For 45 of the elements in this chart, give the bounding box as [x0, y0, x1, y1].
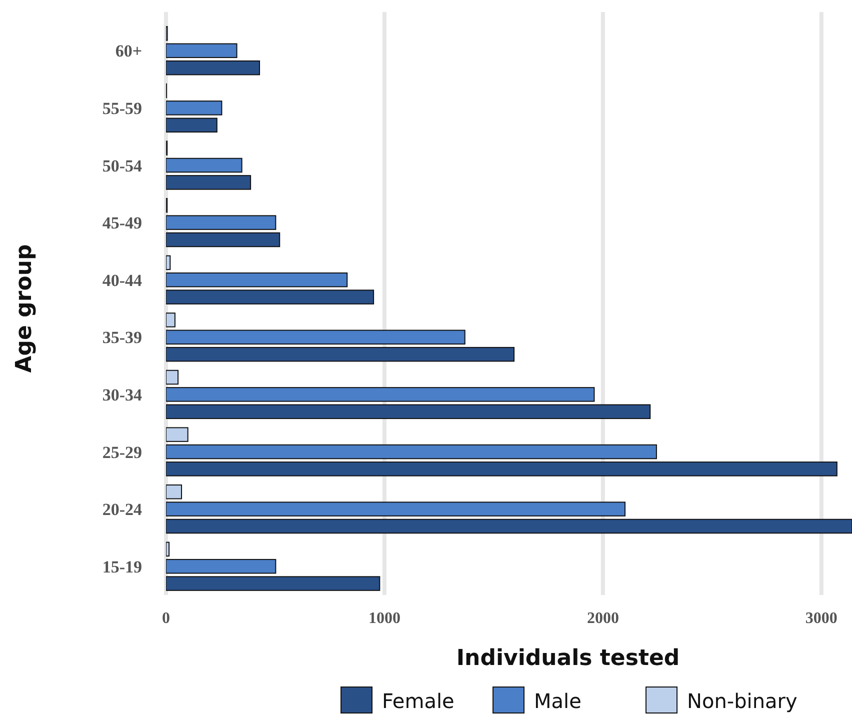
x-tick-label: 1000	[368, 610, 400, 627]
x-tick-label: 2000	[586, 610, 619, 627]
bar	[166, 542, 170, 557]
x-tick-label: 3000	[805, 610, 838, 627]
bar	[166, 404, 651, 420]
bar	[166, 60, 260, 76]
legend-label: Female	[382, 689, 454, 713]
bar	[166, 118, 218, 133]
bar	[166, 290, 374, 304]
bar	[166, 43, 238, 58]
x-tick-label: 0	[162, 610, 170, 627]
bar	[166, 558, 276, 574]
y-tick-label: 60+	[115, 42, 142, 61]
bar	[166, 312, 176, 328]
y-tick-label: 50-54	[102, 156, 142, 176]
y-tick-label: 35-39	[102, 328, 142, 348]
bar	[166, 158, 242, 173]
bar	[166, 370, 179, 385]
bar	[166, 462, 838, 476]
bar	[166, 272, 348, 288]
y-axis-title: Age group	[12, 244, 37, 373]
y-tick-label: 40-44	[102, 270, 142, 290]
bar	[166, 215, 276, 230]
bar	[166, 427, 188, 442]
x-axis-title: Individuals tested	[456, 646, 680, 671]
y-tick-label: 25-29	[102, 442, 142, 462]
bar	[166, 175, 252, 190]
y-tick-label: 55-59	[102, 98, 142, 118]
bar	[166, 255, 171, 270]
y-tick-label: 30-34	[102, 385, 142, 404]
bar	[166, 502, 626, 516]
bar	[166, 444, 657, 460]
bar	[166, 330, 466, 345]
bar	[166, 346, 515, 362]
bar	[166, 387, 595, 402]
bar	[166, 518, 852, 534]
y-tick-label: 45-49	[102, 214, 142, 233]
bar	[166, 232, 280, 248]
bar	[166, 100, 222, 116]
bar	[166, 576, 380, 591]
y-tick-label: 20-24	[102, 500, 142, 520]
legend-label: Male	[534, 689, 582, 713]
y-tick-label: 15-19	[102, 557, 142, 576]
bar	[166, 484, 182, 500]
legend-label: Non-binary	[687, 689, 798, 713]
